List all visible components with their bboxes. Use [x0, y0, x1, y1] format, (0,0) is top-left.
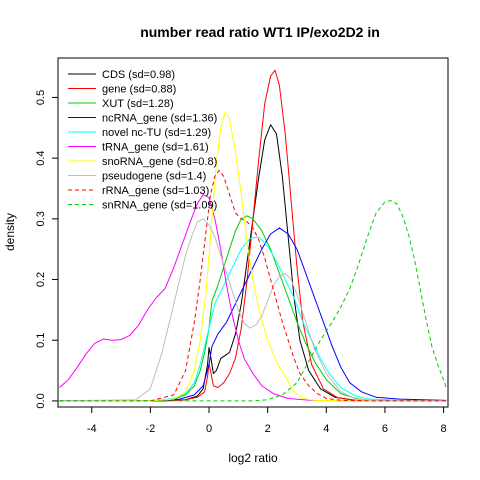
legend-label-0: CDS (sd=0.98): [102, 69, 175, 81]
series-line-5: [59, 194, 447, 402]
y-tick-label: 0.2: [35, 272, 47, 287]
x-axis: -4 -2 0 2 4 6 8: [87, 406, 447, 435]
x-tick-label: 4: [323, 423, 329, 435]
series-line-9: [59, 200, 448, 402]
legend-label-8: rRNA_gene (sd=1.03): [102, 185, 209, 197]
series-line-4: [59, 236, 447, 402]
x-tick-label: -2: [145, 423, 155, 435]
y-axis: 0.0 0.1 0.2 0.3 0.4 0.5: [35, 90, 59, 409]
x-tick-label: 0: [206, 423, 212, 435]
y-tick-label: 0.0: [35, 393, 47, 408]
legend: CDS (sd=0.98) gene (sd=0.88) XUT (sd=1.28)…: [68, 69, 217, 212]
x-tick-label: -4: [87, 423, 97, 435]
y-tick-label: 0.5: [35, 90, 47, 105]
series-line-0: [59, 124, 447, 402]
y-axis-title: density: [3, 213, 17, 251]
y-tick-label: 0.3: [35, 211, 47, 226]
legend-label-6: snoRNA_gene (sd=0.8): [102, 156, 217, 168]
y-tick-label: 0.4: [35, 151, 47, 166]
series-line-7: [59, 218, 447, 402]
legend-label-7: pseudogene (sd=1.4): [102, 171, 206, 183]
legend-label-4: novel nc-TU (sd=1.29): [102, 127, 211, 139]
x-tick-label: 8: [441, 423, 447, 435]
legend-label-2: XUT (sd=1.28): [102, 98, 174, 110]
y-tick-label: 0.1: [35, 333, 47, 348]
series-line-8: [59, 169, 447, 402]
series-line-6: [59, 112, 447, 402]
legend-label-3: ncRNA_gene (sd=1.36): [102, 113, 217, 125]
x-tick-label: 6: [382, 423, 388, 435]
series-line-2: [59, 215, 447, 402]
series-curves: [59, 69, 448, 402]
x-tick-label: 2: [265, 423, 271, 435]
series-line-3: [59, 227, 447, 402]
legend-label-1: gene (sd=0.88): [102, 84, 176, 96]
x-axis-title: log2 ratio: [228, 451, 278, 465]
legend-label-9: snRNA_gene (sd=1.09): [102, 200, 217, 212]
plot-frame: [57, 57, 449, 408]
legend-label-5: tRNA_gene (sd=1.61): [102, 142, 209, 154]
chart-title: number read ratio WT1 IP/exo2D2 in: [140, 24, 380, 40]
